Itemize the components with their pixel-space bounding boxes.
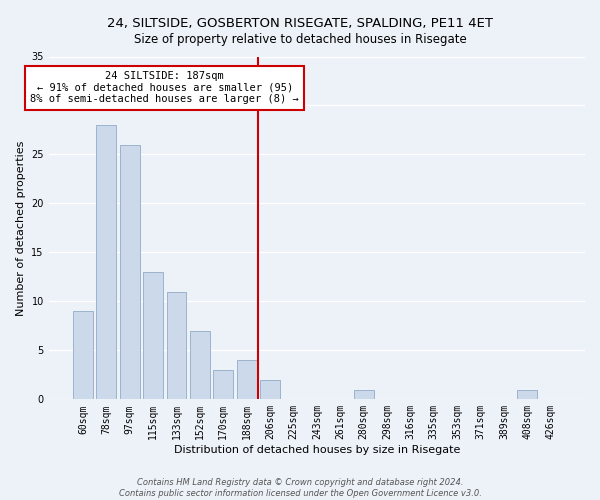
Bar xyxy=(73,311,93,400)
Bar xyxy=(517,390,537,400)
Y-axis label: Number of detached properties: Number of detached properties xyxy=(16,140,26,316)
Bar xyxy=(214,370,233,400)
Bar xyxy=(353,390,374,400)
Bar xyxy=(260,380,280,400)
Text: Size of property relative to detached houses in Risegate: Size of property relative to detached ho… xyxy=(134,32,466,46)
Bar xyxy=(97,125,116,400)
Bar xyxy=(237,360,257,400)
Text: 24 SILTSIDE: 187sqm
← 91% of detached houses are smaller (95)
8% of semi-detache: 24 SILTSIDE: 187sqm ← 91% of detached ho… xyxy=(31,71,299,104)
Bar xyxy=(120,144,140,400)
Text: Contains HM Land Registry data © Crown copyright and database right 2024.
Contai: Contains HM Land Registry data © Crown c… xyxy=(119,478,481,498)
Bar xyxy=(190,331,210,400)
X-axis label: Distribution of detached houses by size in Risegate: Distribution of detached houses by size … xyxy=(173,445,460,455)
Bar xyxy=(167,292,187,400)
Text: 24, SILTSIDE, GOSBERTON RISEGATE, SPALDING, PE11 4ET: 24, SILTSIDE, GOSBERTON RISEGATE, SPALDI… xyxy=(107,18,493,30)
Bar xyxy=(143,272,163,400)
